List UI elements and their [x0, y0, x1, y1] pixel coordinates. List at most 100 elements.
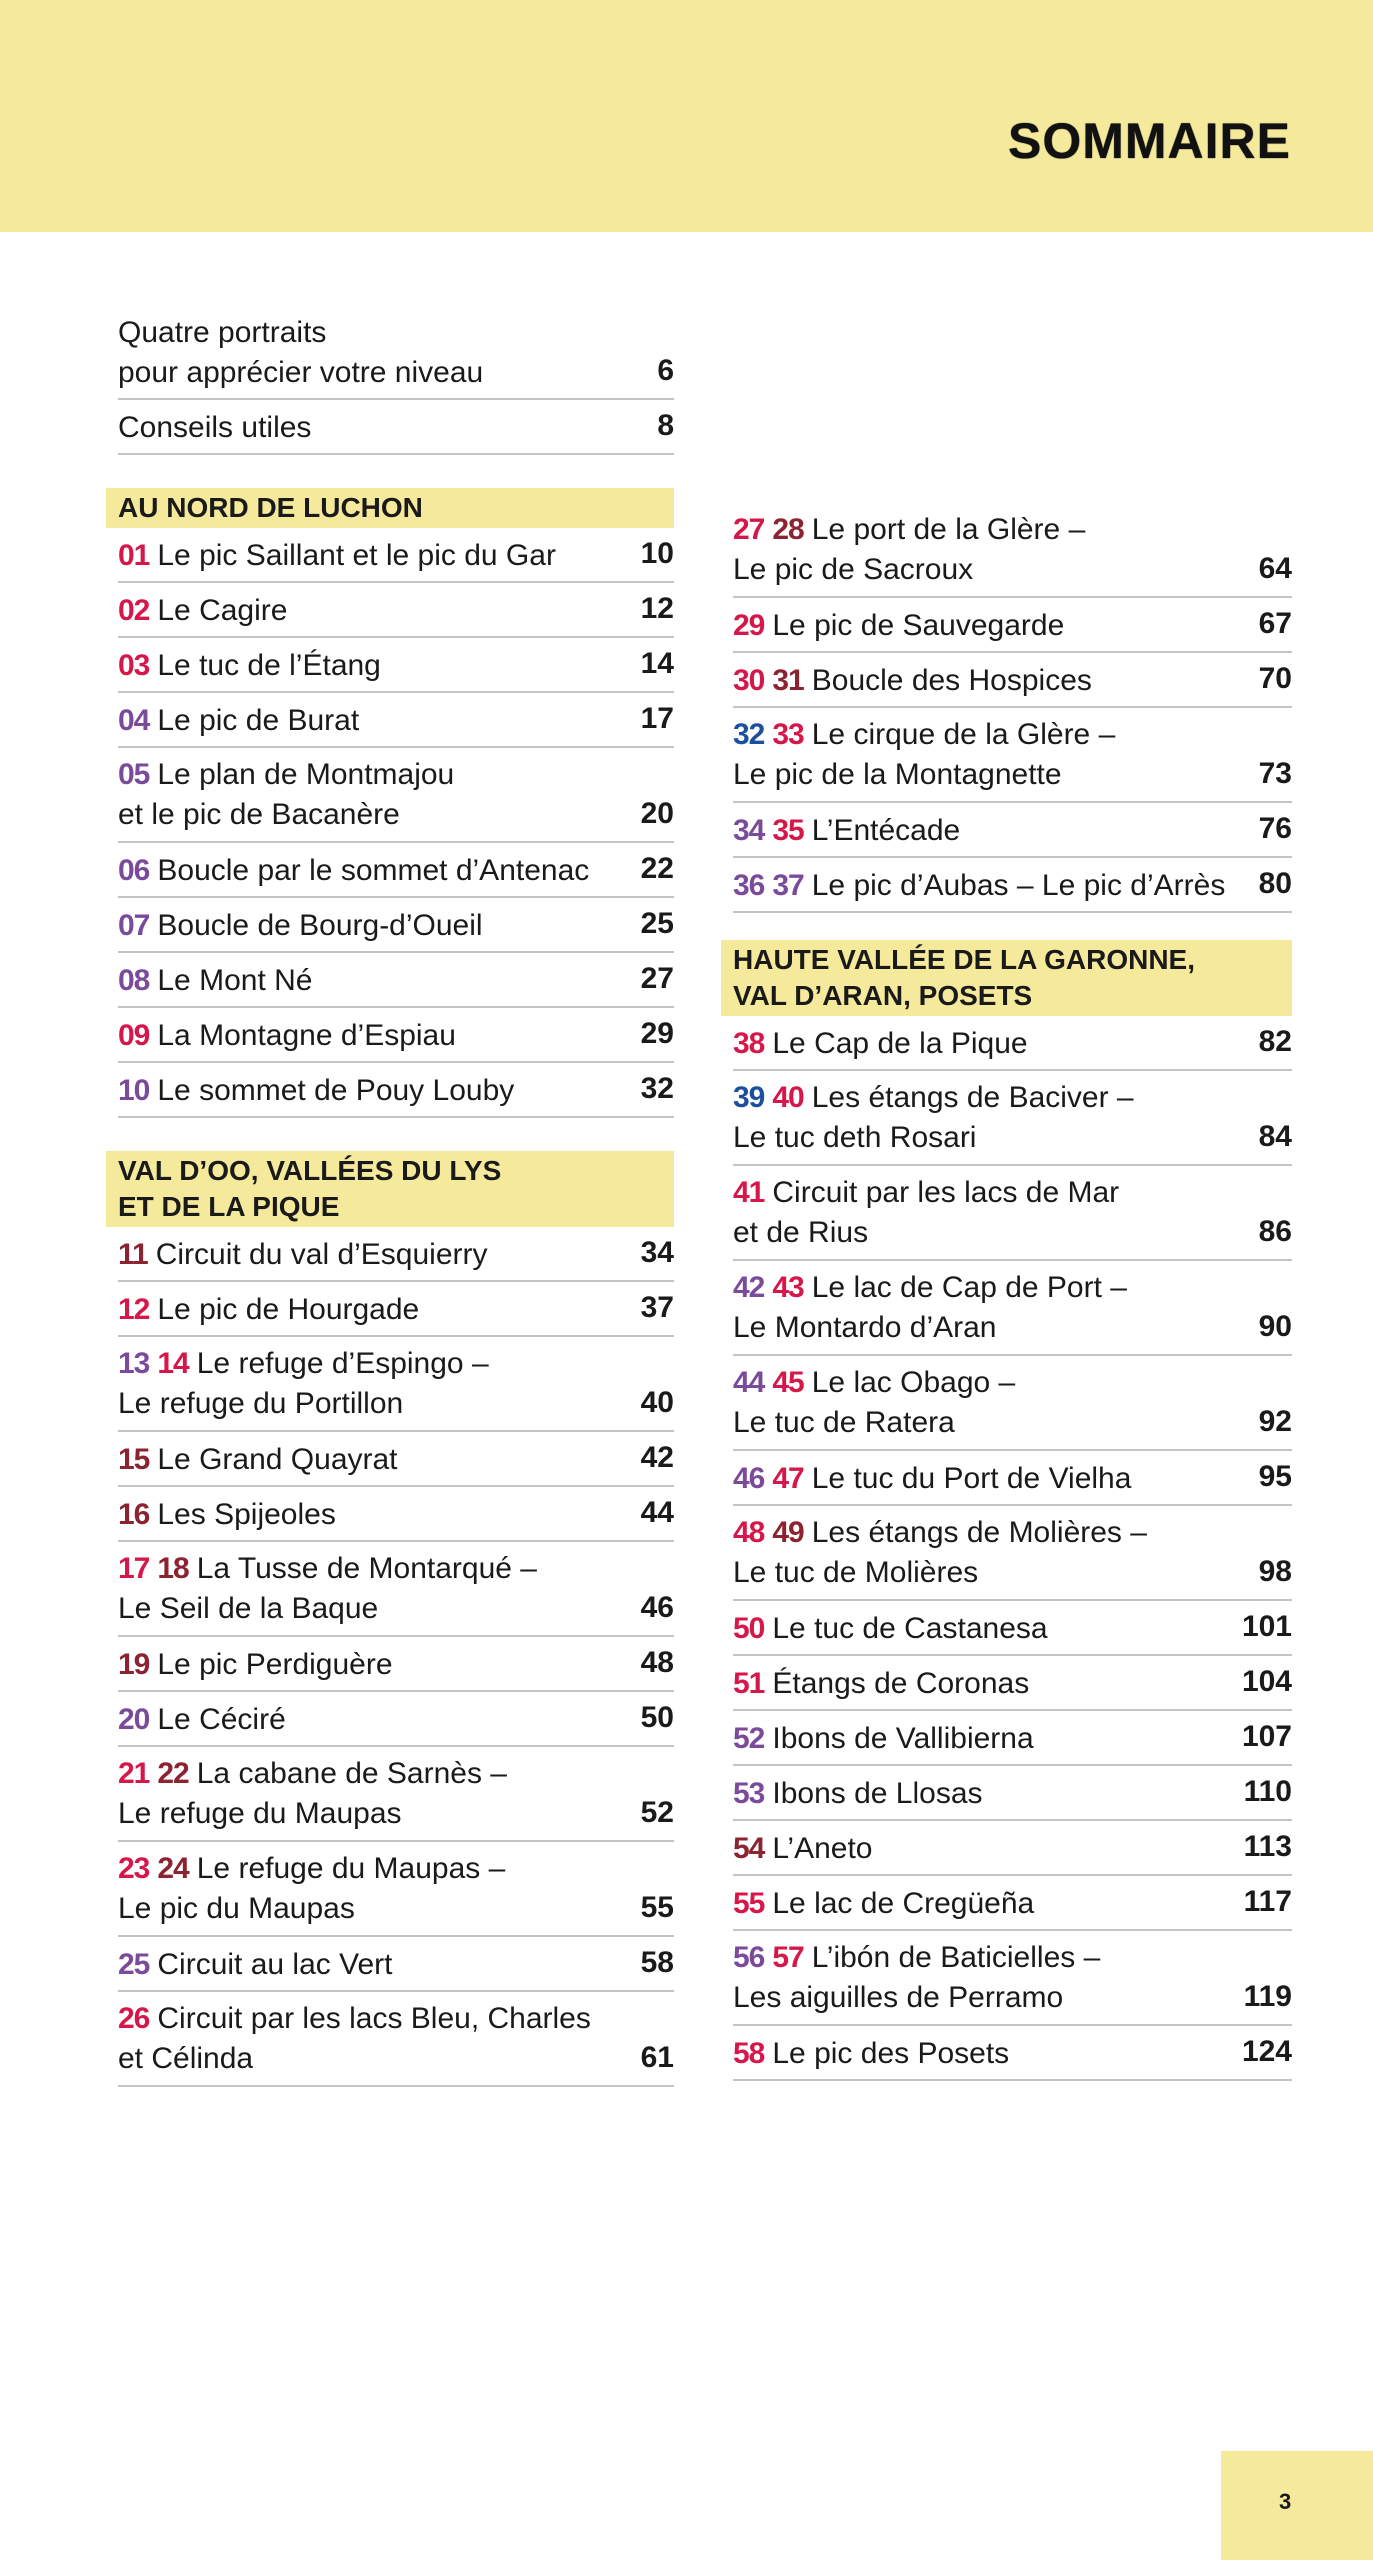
page-reference: 73: [1258, 757, 1292, 790]
route-number: 14: [157, 1347, 189, 1380]
entry-title: Les étangs de Molières –: [811, 1516, 1147, 1549]
section-header: VAL D’OO, VALLÉES DU LYS ET DE LA PIQUE: [106, 1151, 674, 1227]
toc-entry[interactable]: 04 Le pic de Burat 17: [118, 693, 674, 748]
entry-title-line: Le pic de la Montagnette: [733, 755, 1292, 795]
toc-entry[interactable]: 17 18 La Tusse de Montarqué – Le Seil de la…: [118, 1542, 674, 1637]
toc-entry[interactable]: 58 Le pic des Posets 124: [733, 2026, 1292, 2081]
route-number: 46: [733, 1462, 765, 1495]
route-number: 47: [772, 1462, 804, 1495]
route-number: 21: [118, 1757, 150, 1790]
entry-title-line: 41 Circuit par les lacs de Mar: [733, 1173, 1292, 1213]
toc-entry[interactable]: 13 14 Le refuge d’Espingo – Le refuge du Po…: [118, 1337, 674, 1432]
page-reference: 70: [1258, 662, 1292, 695]
route-number: 34: [733, 814, 765, 847]
entry-title: Le sommet de Pouy Louby: [157, 1074, 515, 1107]
page-reference: 110: [1243, 1775, 1292, 1808]
page-reference: 37: [640, 1291, 674, 1324]
entry-title: Boucle des Hospices: [811, 664, 1092, 697]
entry-title: Le pic d’Aubas – Le pic d’Arrès: [811, 869, 1226, 902]
entry-title-line: 23 24 Le refuge du Maupas –: [118, 1849, 674, 1889]
entry-title-line: 46 47 Le tuc du Port de Vielha: [733, 1459, 1292, 1499]
toc-entry[interactable]: 38 Le Cap de la Pique 82: [733, 1016, 1292, 1071]
toc-entry[interactable]: 52 Ibons de Vallibierna 107: [733, 1711, 1292, 1766]
entry-title-line: 15 Le Grand Quayrat: [118, 1440, 674, 1480]
route-number: 12: [118, 1293, 150, 1326]
toc-entry[interactable]: 25 Circuit au lac Vert 58: [118, 1937, 674, 1992]
entry-title-line: Le refuge du Portillon: [118, 1384, 674, 1424]
entry-title: Étangs de Coronas: [772, 1667, 1030, 1700]
entry-title: Le Mont Né: [157, 964, 313, 997]
toc-entry[interactable]: 50 Le tuc de Castanesa 101: [733, 1601, 1292, 1656]
page-reference: 113: [1243, 1830, 1292, 1863]
toc-entry[interactable]: 44 45 Le lac Obago – Le tuc de Ratera 92: [733, 1356, 1292, 1451]
route-number: 27: [733, 513, 765, 546]
toc-entry[interactable]: 10 Le sommet de Pouy Louby 32: [118, 1063, 674, 1118]
toc-entry[interactable]: Conseils utiles 8: [118, 400, 674, 455]
toc-entry[interactable]: 56 57 L’ibón de Baticielles – Les aiguilles…: [733, 1931, 1292, 2026]
entry-title-line: 02 Le Cagire: [118, 591, 674, 631]
toc-entry[interactable]: 05 Le plan de Montmajou et le pic de Bacan…: [118, 748, 674, 843]
toc-entry[interactable]: 39 40 Les étangs de Baciver – Le tuc deth R…: [733, 1071, 1292, 1166]
toc-entry[interactable]: 20 Le Céciré 50: [118, 1692, 674, 1747]
entry-title-line: Le pic de Sacroux: [733, 550, 1292, 590]
toc-entry[interactable]: 09 La Montagne d’Espiau 29: [118, 1008, 674, 1063]
route-number: 03: [118, 649, 150, 682]
toc-entry[interactable]: 02 Le Cagire 12: [118, 583, 674, 638]
toc-entry[interactable]: 08 Le Mont Né 27: [118, 953, 674, 1008]
toc-entry[interactable]: 46 47 Le tuc du Port de Vielha 95: [733, 1451, 1292, 1506]
toc-entry[interactable]: 30 31 Boucle des Hospices 70: [733, 653, 1292, 708]
toc-entry[interactable]: 41 Circuit par les lacs de Mar et de Rius 8…: [733, 1166, 1292, 1261]
route-number: 37: [772, 869, 804, 902]
toc-entry[interactable]: 36 37 Le pic d’Aubas – Le pic d’Arrès 80: [733, 858, 1292, 913]
toc-entry[interactable]: 12 Le pic de Hourgade 37: [118, 1282, 674, 1337]
entry-title: Le lac de Cregüeña: [772, 1887, 1035, 1920]
toc-entry[interactable]: 11 Circuit du val d’Esquierry 34: [118, 1227, 674, 1282]
entry-title: Le Montardo d’Aran: [733, 1311, 997, 1344]
toc-entry[interactable]: 53 Ibons de Llosas 110: [733, 1766, 1292, 1821]
page-reference: 20: [640, 797, 674, 830]
entry-title-line: 01 Le pic Saillant et le pic du Gar: [118, 536, 674, 576]
entry-title: Le tuc de Castanesa: [772, 1612, 1048, 1645]
route-number: 09: [118, 1019, 150, 1052]
route-number: 15: [118, 1443, 150, 1476]
entry-title-line: Le tuc deth Rosari: [733, 1118, 1292, 1158]
entry-title: L’Aneto: [772, 1832, 873, 1865]
page-reference: 119: [1243, 1980, 1292, 2013]
toc-entry[interactable]: 19 Le pic Perdiguère 48: [118, 1637, 674, 1692]
page-reference: 27: [640, 962, 674, 995]
route-number: 54: [733, 1832, 765, 1865]
entry-title: Conseils utiles: [118, 411, 312, 444]
page-reference: 14: [640, 647, 674, 680]
toc-entry[interactable]: 42 43 Le lac de Cap de Port – Le Montardo d…: [733, 1261, 1292, 1356]
toc-entry[interactable]: 06 Boucle par le sommet d’Antenac 22: [118, 843, 674, 898]
toc-entry[interactable]: 23 24 Le refuge du Maupas – Le pic du Maupa…: [118, 1842, 674, 1937]
route-number: 38: [733, 1027, 765, 1060]
toc-entry[interactable]: 15 Le Grand Quayrat 42: [118, 1432, 674, 1487]
toc-entry[interactable]: 26 Circuit par les lacs Bleu, Charles et C…: [118, 1992, 674, 2087]
toc-entry[interactable]: 34 35 L’Entécade 76: [733, 803, 1292, 858]
page-reference: 17: [640, 702, 674, 735]
toc-entry[interactable]: 03 Le tuc de l’Étang 14: [118, 638, 674, 693]
page-reference: 67: [1258, 607, 1292, 640]
entry-title-line: 20 Le Céciré: [118, 1700, 674, 1740]
toc-entry[interactable]: 01 Le pic Saillant et le pic du Gar 10: [118, 528, 674, 583]
toc-entry[interactable]: 29 Le pic de Sauvegarde 67: [733, 598, 1292, 653]
toc-entry[interactable]: 16 Les Spijeoles 44: [118, 1487, 674, 1542]
toc-entry[interactable]: 54 L’Aneto 113: [733, 1821, 1292, 1876]
toc-entry[interactable]: 55 Le lac de Cregüeña 117: [733, 1876, 1292, 1931]
toc-entry[interactable]: 27 28 Le port de la Glère – Le pic de Sacro…: [733, 503, 1292, 598]
toc-entry[interactable]: 48 49 Les étangs de Molières – Le tuc de Mo…: [733, 1506, 1292, 1601]
page-reference: 61: [640, 2041, 674, 2074]
toc-entry[interactable]: 21 22 La cabane de Sarnès – Le refuge du Ma…: [118, 1747, 674, 1842]
toc-entry[interactable]: Quatre portraits pour apprécier votre niv…: [118, 306, 674, 400]
entry-title-line: 09 La Montagne d’Espiau: [118, 1016, 674, 1056]
entry-title-line: 25 Circuit au lac Vert: [118, 1945, 674, 1985]
route-number: 50: [733, 1612, 765, 1645]
route-number: 51: [733, 1667, 765, 1700]
entry-title: et le pic de Bacanère: [118, 798, 400, 831]
toc-entry[interactable]: 32 33 Le cirque de la Glère – Le pic de la …: [733, 708, 1292, 803]
route-number: 52: [733, 1722, 765, 1755]
toc-entry[interactable]: 51 Étangs de Coronas 104: [733, 1656, 1292, 1711]
toc-entry[interactable]: 07 Boucle de Bourg-d’Oueil 25: [118, 898, 674, 953]
page-reference: 124: [1241, 2035, 1292, 2068]
